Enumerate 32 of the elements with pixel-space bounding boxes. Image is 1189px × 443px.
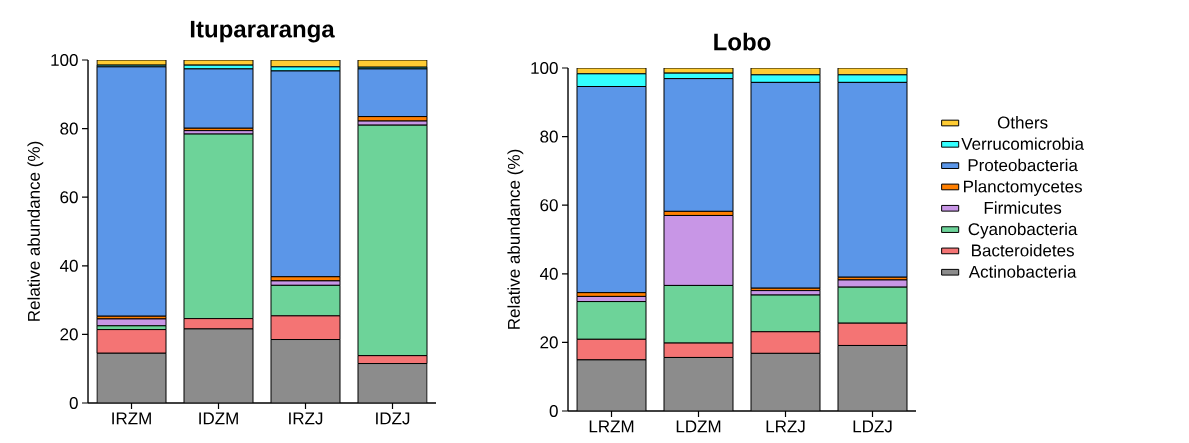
legend-label: Planctomycetes: [964, 180, 1082, 196]
y-tick-label: 40: [59, 259, 78, 272]
y-tick-label: 60: [540, 199, 558, 212]
x-tick-label: IDZJ: [376, 412, 410, 425]
y-tick-label: 80: [540, 130, 558, 143]
y-tick-label: 60: [60, 191, 78, 204]
y-axis-title: Relative abundance (%): [27, 141, 44, 321]
y-tick-label: 20: [540, 336, 558, 349]
chart-title: Itupararanga: [190, 20, 335, 43]
legend-label: Bacteroidetes: [972, 244, 1074, 257]
x-tick-label: LRZM: [589, 420, 634, 433]
x-tick-label: IDZM: [199, 412, 238, 425]
y-tick-label: 100: [531, 61, 558, 75]
legend-label: Proteobacteria: [968, 158, 1078, 172]
y-tick-label: 20: [60, 328, 78, 341]
y-tick-label: 100: [51, 53, 78, 67]
y-tick-label: 80: [60, 122, 78, 135]
y-tick-label: 0: [69, 396, 78, 410]
y-axis-title: Relative abundance (%): [507, 149, 524, 329]
x-tick-label: IRZJ: [289, 412, 323, 425]
legend-label: Actinobacteria: [968, 265, 1077, 278]
chart-title: Lobo: [714, 32, 771, 51]
x-tick-label: IRZM: [112, 412, 151, 425]
legend-label: Firmicutes: [984, 201, 1062, 214]
y-tick-label: 0: [549, 404, 558, 418]
legend-label: Cyanobacteria: [968, 222, 1078, 239]
legend-label: Others: [997, 116, 1048, 129]
y-tick-label: 40: [539, 267, 558, 280]
legend-label: Verrucomicrobia: [961, 137, 1085, 150]
x-tick-label: LRZJ: [766, 420, 805, 433]
x-tick-label: LDZM: [676, 420, 721, 433]
x-tick-label: LDZJ: [853, 420, 892, 433]
